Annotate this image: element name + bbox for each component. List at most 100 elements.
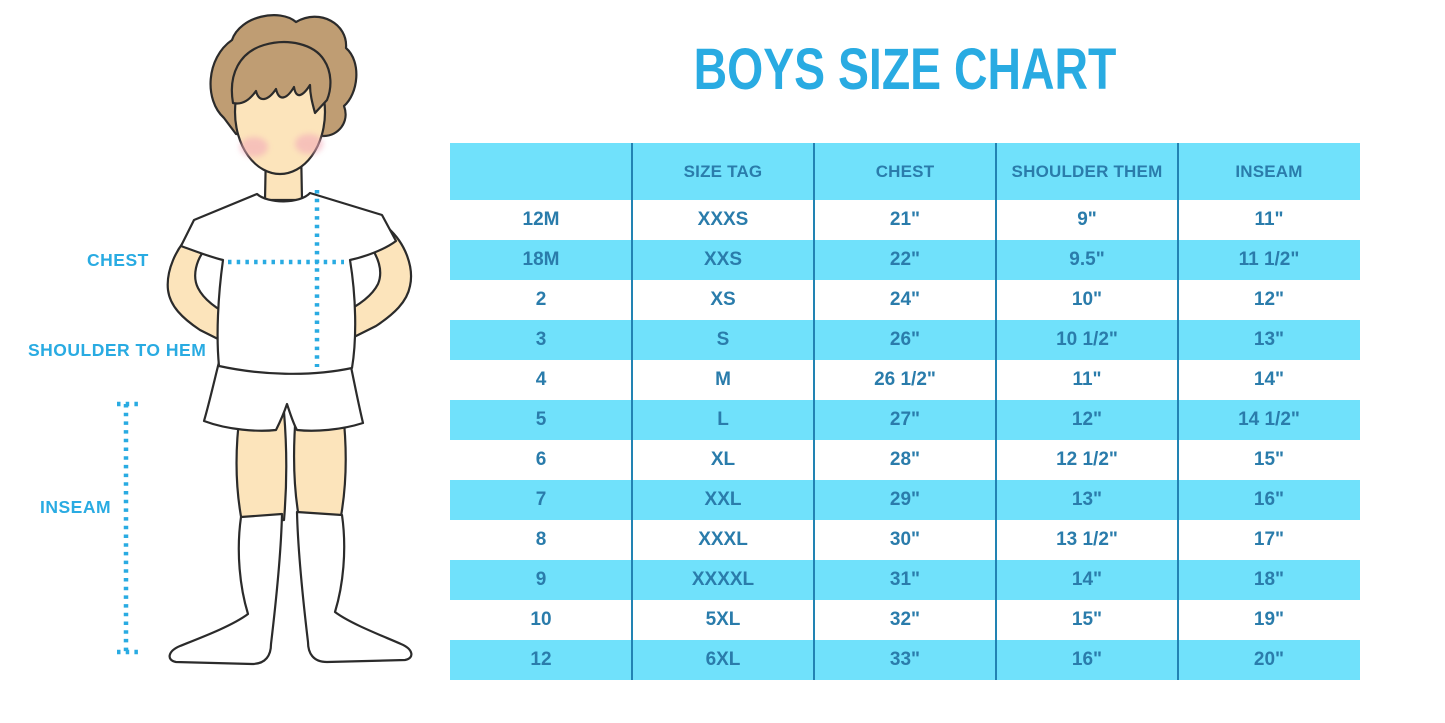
table-cell: 3 — [535, 329, 547, 350]
table-cell: XXXXL — [691, 569, 755, 590]
table-cell: 27" — [889, 409, 921, 430]
table-row: 2 XS 24" 10" 12" — [450, 280, 1360, 320]
boy-left-leg — [235, 410, 288, 524]
table-cell: 17" — [1253, 529, 1285, 550]
table-row: 3 S 26" 10 1/2" 13" — [450, 320, 1360, 360]
boy-tshirt — [179, 191, 398, 375]
column-header: INSEAM — [1235, 161, 1303, 181]
table-row: 4 M 26 1/2" 11" 14" — [450, 360, 1360, 400]
table-row: 8 XXXL 30" 13 1/2" 17" — [450, 520, 1360, 560]
table-cell: 28" — [889, 449, 921, 470]
table-row: 12 6XL 33" 16" 20" — [450, 640, 1360, 680]
table-cell: 6 — [535, 449, 547, 470]
column-header: SHOULDER THEM — [1011, 161, 1163, 181]
table-cell: 12M — [522, 209, 560, 230]
column-header — [450, 143, 632, 200]
table-cell: 12" — [1253, 289, 1285, 310]
page-title: BOYS SIZE CHART — [693, 37, 1117, 102]
table-cell: 2 — [535, 289, 547, 310]
table-row: 6 XL 28" 12 1/2" 15" — [450, 440, 1360, 480]
boy-measurement-illustration: CHEST SHOULDER TO HEM INSEAM — [0, 0, 450, 723]
table-cell: 11 1/2" — [1238, 249, 1300, 270]
table-cell: 11" — [1254, 209, 1284, 230]
table-cell: 30" — [889, 529, 921, 550]
table-cell: 16" — [1071, 649, 1103, 670]
inseam-label: INSEAM — [40, 497, 112, 517]
boy-left-sock — [168, 512, 284, 666]
boy-figure-svg — [117, 14, 413, 666]
column-divider — [995, 143, 997, 680]
table-row: 12M XXXS 21" 9" 11" — [450, 200, 1360, 240]
table-cell: 8 — [535, 529, 547, 550]
table-row: 18M XXS 22" 9.5" 11 1/2" — [450, 240, 1360, 280]
boy-shorts — [202, 360, 365, 432]
table-cell: 12 — [530, 649, 552, 670]
size-table: SIZE TAG CHEST SHOULDER THEM INSEAM 12M XXXS… — [450, 143, 1360, 680]
table-cell: 14" — [1071, 569, 1103, 590]
table-row: 10 5XL 32" 15" 19" — [450, 600, 1360, 640]
table-cell: 21" — [889, 209, 921, 230]
table-cell: 19" — [1253, 609, 1285, 630]
table-cell: 4 — [535, 369, 547, 390]
table-cell: M — [715, 369, 731, 390]
table-row: 9 XXXXL 31" 14" 18" — [450, 560, 1360, 600]
table-cell: XXS — [703, 249, 743, 270]
table-cell: 10" — [1071, 289, 1103, 310]
table-cell: 33" — [889, 649, 921, 670]
table-row: 5 L 27" 12" 14 1/2" — [450, 400, 1360, 440]
table-cell: 20" — [1253, 649, 1285, 670]
column-divider — [813, 143, 815, 680]
table-cell: 10 — [530, 609, 552, 630]
table-cell: 13 1/2" — [1056, 529, 1118, 550]
table-body: 12M XXXS 21" 9" 11" 18M XXS 22" 9.5" 11 1/2" 2 XS 24… — [450, 200, 1360, 680]
table-cell: XXXS — [697, 209, 749, 230]
table-cell: 13" — [1071, 489, 1103, 510]
table-cell: 10 1/2" — [1056, 329, 1118, 350]
table-cell: 5 — [535, 409, 547, 430]
table-cell: 14" — [1253, 369, 1285, 390]
table-cell: 29" — [889, 489, 921, 510]
table-cell: 26 1/2" — [874, 369, 936, 390]
table-cell: 13" — [1253, 329, 1285, 350]
table-cell: 14 1/2" — [1238, 409, 1300, 430]
column-divider — [631, 143, 633, 680]
inseam-dotted-line — [117, 401, 140, 655]
table-cell: 6XL — [705, 649, 741, 670]
table-cell: 18" — [1253, 569, 1285, 590]
table-cell: 31" — [889, 569, 921, 590]
table-cell: 12" — [1071, 409, 1103, 430]
table-cell: XL — [710, 449, 736, 470]
chest-label: CHEST — [87, 250, 149, 270]
table-cell: 24" — [889, 289, 921, 310]
table-cell: S — [716, 329, 730, 350]
table-row: 7 XXL 29" 13" 16" — [450, 480, 1360, 520]
table-cell: 15" — [1071, 609, 1103, 630]
boy-right-sock — [295, 510, 413, 664]
table-cell: 15" — [1253, 449, 1285, 470]
table-header-row: SIZE TAG CHEST SHOULDER THEM INSEAM — [450, 143, 1360, 200]
column-header: SIZE TAG — [683, 161, 763, 181]
table-cell: 22" — [889, 249, 921, 270]
table-cell: L — [717, 409, 729, 430]
shoulder-to-hem-label: SHOULDER TO HEM — [28, 340, 207, 360]
table-cell: 12 1/2" — [1056, 449, 1118, 470]
table-cell: XS — [710, 289, 736, 310]
table-cell: 32" — [889, 609, 921, 630]
table-cell: 9.5" — [1069, 249, 1105, 270]
table-cell: 18M — [522, 249, 560, 270]
table-cell: 5XL — [705, 609, 741, 630]
table-cell: 9 — [535, 569, 547, 590]
table-cell: 16" — [1253, 489, 1285, 510]
boy-right-cheek-blush — [295, 134, 323, 154]
table-cell: 11" — [1072, 369, 1102, 390]
table-cell: XXL — [704, 489, 742, 510]
table-cell: 26" — [889, 329, 921, 350]
column-header: CHEST — [875, 161, 935, 181]
table-cell: 9" — [1077, 209, 1097, 230]
table-cell: XXXL — [698, 529, 748, 550]
boy-hair-fringe — [230, 41, 332, 115]
boy-left-cheek-blush — [240, 137, 268, 157]
table-cell: 7 — [535, 489, 547, 510]
column-divider — [1177, 143, 1179, 680]
